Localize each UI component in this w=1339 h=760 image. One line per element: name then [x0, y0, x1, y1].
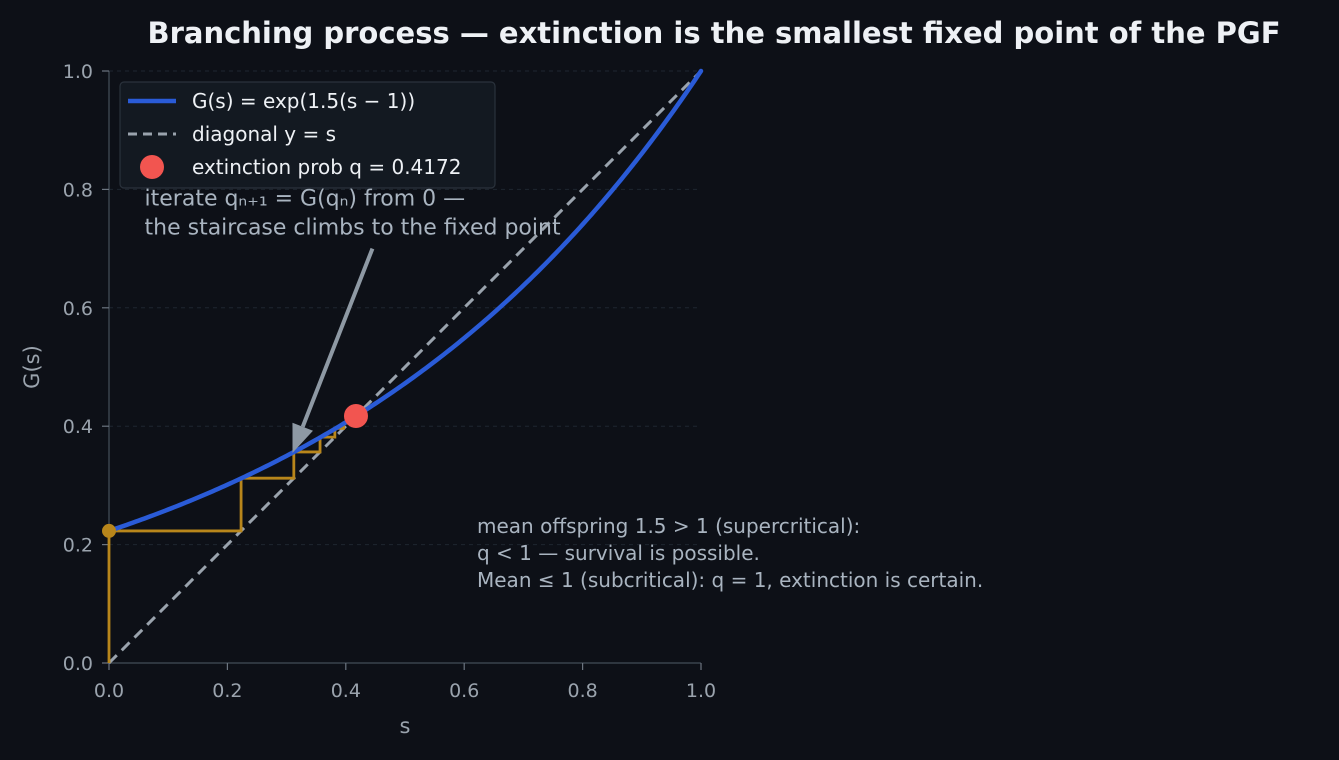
- y-tick-label: 0.2: [63, 535, 93, 557]
- x-tick-label: 0.4: [331, 680, 361, 702]
- annotation-arrow-shaft: [300, 247, 375, 428]
- y-tick-label: 0.8: [63, 179, 93, 201]
- y-tick-label: 1.0: [63, 61, 93, 83]
- y-axis-label: G(s): [20, 345, 44, 389]
- chart-title: Branching process — extinction is the sm…: [147, 16, 1280, 50]
- x-tick-label: 0.8: [567, 680, 597, 702]
- note-text-line: Mean ≤ 1 (subcritical): q = 1, extinctio…: [477, 568, 983, 592]
- diagonal-line: [107, 69, 703, 665]
- legend-label-extinction: extinction prob q = 0.4172: [192, 155, 461, 179]
- x-tick-label: 1.0: [686, 680, 716, 702]
- y-tick-label: 0.0: [63, 653, 93, 675]
- annotation-text-line: the staircase climbs to the fixed point: [145, 215, 561, 240]
- start-point-marker: [102, 523, 116, 538]
- legend: G(s) = exp(1.5(s − 1)) diagonal y = s exti…: [119, 81, 496, 189]
- legend-box: [119, 81, 496, 189]
- annotations: iterate qₙ₊₁ = G(qₙ) from 0 — the stairca…: [145, 186, 984, 592]
- note-text-line: q < 1 — survival is possible.: [477, 541, 760, 565]
- x-axis-label: s: [400, 714, 411, 738]
- x-tick-label: 0.2: [212, 680, 242, 702]
- annotation-arrow-head: [292, 422, 313, 453]
- axes: 0.0 0.2 0.4 0.6 0.8 1.0 0.0 0.2 0.4 0.6 0.8 1.0 s G(s…: [20, 61, 716, 738]
- y-tick-label: 0.4: [63, 416, 93, 438]
- x-tick-label: 0.0: [94, 680, 124, 702]
- annotation-text-line: iterate qₙ₊₁ = G(qₙ) from 0 —: [145, 186, 466, 211]
- pgf-curve: [106, 68, 704, 534]
- legend-label-pgf: G(s) = exp(1.5(s − 1)): [192, 89, 415, 113]
- x-tick-label: 0.6: [449, 680, 479, 702]
- extinction-point-marker: [343, 404, 368, 429]
- plot-area: [102, 68, 704, 665]
- note-text-line: mean offspring 1.5 > 1 (supercritical):: [477, 514, 860, 538]
- y-tick-label: 0.6: [63, 298, 93, 320]
- legend-swatch-extinction: [140, 155, 164, 179]
- legend-label-diagonal: diagonal y = s: [192, 122, 336, 146]
